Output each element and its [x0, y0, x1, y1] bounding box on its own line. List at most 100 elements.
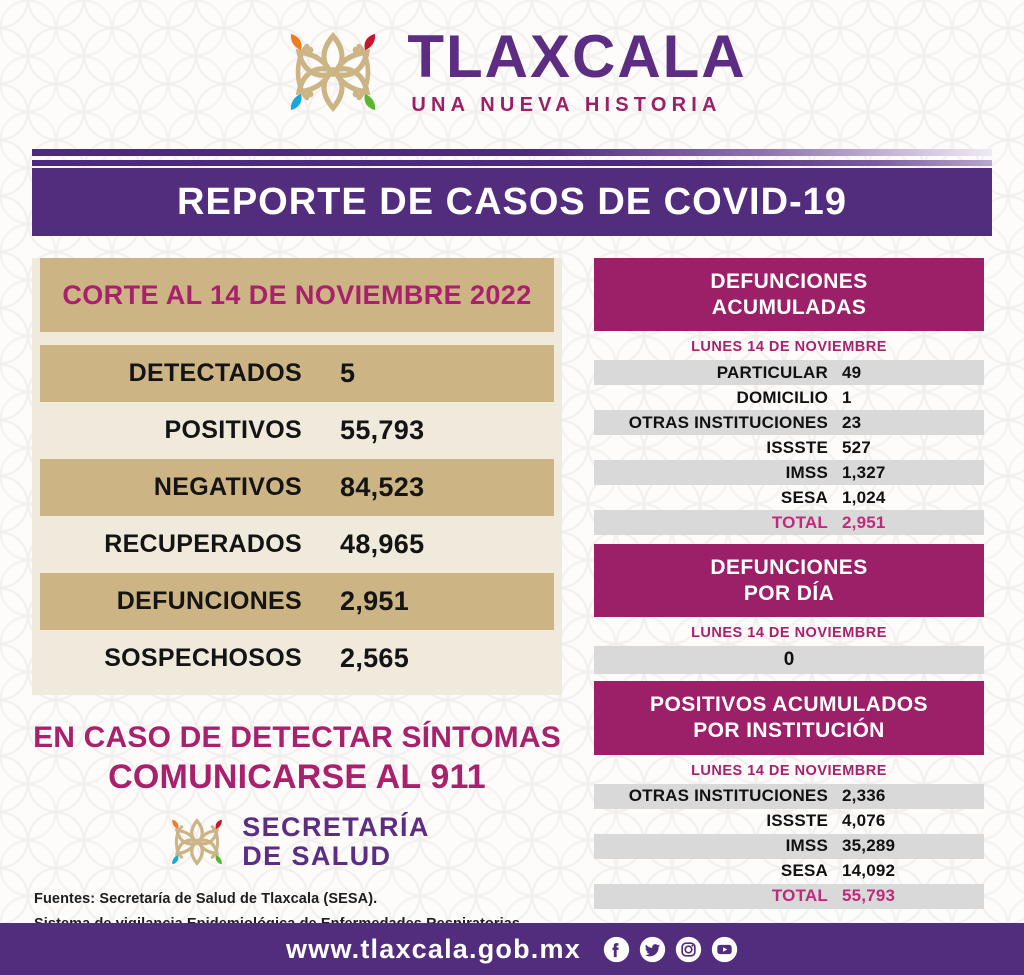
- twitter-icon[interactable]: [639, 936, 666, 963]
- institution-panel: DEFUNCIONES ACUMULADAS LUNES 14 DE NOVIE…: [594, 258, 984, 909]
- summary-spacer: [32, 332, 562, 345]
- website-url[interactable]: www.tlaxcala.gob.mx: [286, 933, 581, 964]
- summary-card: CORTE AL 14 DE NOVIEMBRE 2022 DETECTADOS…: [32, 258, 562, 695]
- section-date: LUNES 14 DE NOVIEMBRE: [691, 762, 887, 779]
- inst-label: DOMICILIO: [736, 387, 828, 407]
- inst-label: ISSSTE: [766, 811, 828, 831]
- table-row: SESA 14,092: [594, 859, 984, 884]
- social-links: [603, 936, 738, 963]
- stat-value: 55,793: [340, 415, 425, 445]
- table-row: OTRAS INSTITUCIONES 23: [594, 410, 984, 436]
- inst-label: TOTAL: [771, 512, 828, 532]
- table-row: SOSPECHOSOS 2,565: [40, 630, 554, 687]
- section-header-defunciones-por-dia: DEFUNCIONES POR DÍA: [594, 544, 984, 618]
- inst-value: 1: [842, 387, 852, 407]
- emergency-callout: EN CASO DE DETECTAR SÍNTOMAS COMUNICARSE…: [32, 721, 562, 797]
- stat-label: DEFUNCIONES: [116, 587, 302, 615]
- table-row: ISSSTE 4,076: [594, 809, 984, 834]
- inst-label: IMSS: [785, 836, 828, 856]
- tlaxcala-rosette-icon: [291, 32, 376, 112]
- table-row: ISSSTE 527: [594, 435, 984, 460]
- stat-label: RECUPERADOS: [104, 530, 302, 558]
- inst-label: OTRAS INSTITUCIONES: [628, 786, 828, 806]
- inst-label: SESA: [780, 487, 828, 507]
- section-date: LUNES 14 DE NOVIEMBRE: [691, 339, 887, 356]
- table-row: DETECTADOS 5: [40, 345, 554, 402]
- table-row: DEFUNCIONES 2,951: [40, 573, 554, 630]
- section-date: LUNES 14 DE NOVIEMBRE: [691, 625, 887, 642]
- youtube-icon[interactable]: [711, 936, 738, 963]
- table-row: OTRAS INSTITUCIONES 2,336: [594, 783, 984, 809]
- inst-label: IMSS: [785, 462, 828, 482]
- table-row: POSITIVOS 55,793: [40, 402, 554, 459]
- summary-panel: CORTE AL 14 DE NOVIEMBRE 2022 DETECTADOS…: [32, 258, 562, 963]
- inst-value: 49: [842, 362, 862, 382]
- table-row: SESA 1,024: [594, 485, 984, 510]
- stat-value: 84,523: [340, 472, 425, 502]
- inst-value: 527: [842, 437, 871, 457]
- table-row-total: TOTAL 2,951: [594, 510, 984, 536]
- stat-value: 2,951: [340, 586, 410, 616]
- page-title: REPORTE DE CASOS DE COVID-19: [177, 180, 847, 223]
- table-row: NEGATIVOS 84,523: [40, 459, 554, 516]
- brand-wordmark: TLAXCALA UNA NUEVA HISTORIA: [407, 27, 746, 117]
- stat-value: 48,965: [340, 529, 425, 559]
- brand-subtitle: UNA NUEVA HISTORIA: [411, 94, 722, 116]
- cta-line-2: COMUNICARSE AL 911: [108, 758, 486, 796]
- secretaria-rosette-icon: [172, 818, 223, 866]
- facebook-icon[interactable]: [603, 936, 630, 963]
- inst-label: OTRAS INSTITUCIONES: [628, 412, 828, 432]
- brand-header: TLAXCALA UNA NUEVA HISTORIA: [0, 0, 1024, 144]
- stat-value: 5: [340, 358, 356, 388]
- section-header-defunciones-acumuladas: DEFUNCIONES ACUMULADAS: [594, 258, 984, 332]
- inst-value: 23: [842, 412, 862, 432]
- inst-value: 1,024: [842, 487, 886, 507]
- section-title-line-2: ACUMULADAS: [711, 295, 867, 319]
- inst-value: 4,076: [842, 811, 886, 831]
- inst-label: ISSSTE: [766, 437, 828, 457]
- accent-rule-top: [32, 149, 992, 156]
- accent-rule-bottom: [32, 160, 992, 166]
- corte-title: CORTE AL 14 DE NOVIEMBRE 2022: [62, 279, 532, 310]
- source-line: Fuentes: Secretaría de Salud de Tlaxcala…: [34, 891, 378, 907]
- footer-bar: www.tlaxcala.gob.mx: [0, 923, 1024, 975]
- instagram-icon[interactable]: [675, 936, 702, 963]
- table-row: IMSS 1,327: [594, 460, 984, 486]
- brand-title: TLAXCALA: [407, 23, 747, 90]
- section-title-line-2: POR DÍA: [743, 581, 835, 605]
- inst-value: 14,092: [842, 861, 896, 881]
- table-row-total: TOTAL 55,793: [594, 883, 984, 909]
- inst-value: 55,793: [842, 886, 896, 906]
- cta-line-1: EN CASO DE DETECTAR SÍNTOMAS: [33, 721, 561, 754]
- defunciones-por-dia-value: 0: [594, 646, 984, 675]
- table-row: RECUPERADOS 48,965: [40, 516, 554, 573]
- stat-label: NEGATIVOS: [153, 473, 302, 501]
- secretaria-logo: SECRETARÍA DE SALUD: [32, 811, 562, 873]
- inst-value: 1,327: [842, 462, 886, 482]
- inst-value: 35,289: [842, 836, 896, 856]
- inst-label: SESA: [780, 861, 828, 881]
- inst-value: 2,336: [842, 786, 886, 806]
- section-title-line-2: POR INSTITUCIÓN: [693, 719, 885, 743]
- corte-bar: CORTE AL 14 DE NOVIEMBRE 2022: [40, 258, 554, 332]
- table-row: IMSS 35,289: [594, 833, 984, 859]
- inst-label: TOTAL: [771, 886, 828, 906]
- secretaria-wordmark: SECRETARÍA DE SALUD: [242, 813, 430, 870]
- stat-label: SOSPECHOSOS: [104, 644, 302, 672]
- secretaria-line-2: DE SALUD: [242, 841, 392, 871]
- inst-label: PARTICULAR: [716, 362, 828, 382]
- report-title-bar: REPORTE DE CASOS DE COVID-19: [32, 168, 992, 236]
- section-title-line-1: DEFUNCIONES: [710, 556, 868, 580]
- section-title-line-1: POSITIVOS ACUMULADOS: [650, 693, 928, 717]
- secretaria-line-1: SECRETARÍA: [242, 812, 430, 843]
- stat-label: DETECTADOS: [128, 359, 302, 387]
- section-title-line-1: DEFUNCIONES: [710, 270, 868, 293]
- section-gap: [594, 674, 984, 681]
- section-gap: [594, 535, 984, 544]
- table-row: DOMICILIO 1: [594, 385, 984, 410]
- section-header-positivos-institucion: POSITIVOS ACUMULADOS POR INSTITUCIÓN: [594, 681, 984, 755]
- table-row: PARTICULAR 49: [594, 360, 984, 386]
- stat-label: POSITIVOS: [164, 416, 302, 444]
- inst-value: 2,951: [842, 512, 886, 532]
